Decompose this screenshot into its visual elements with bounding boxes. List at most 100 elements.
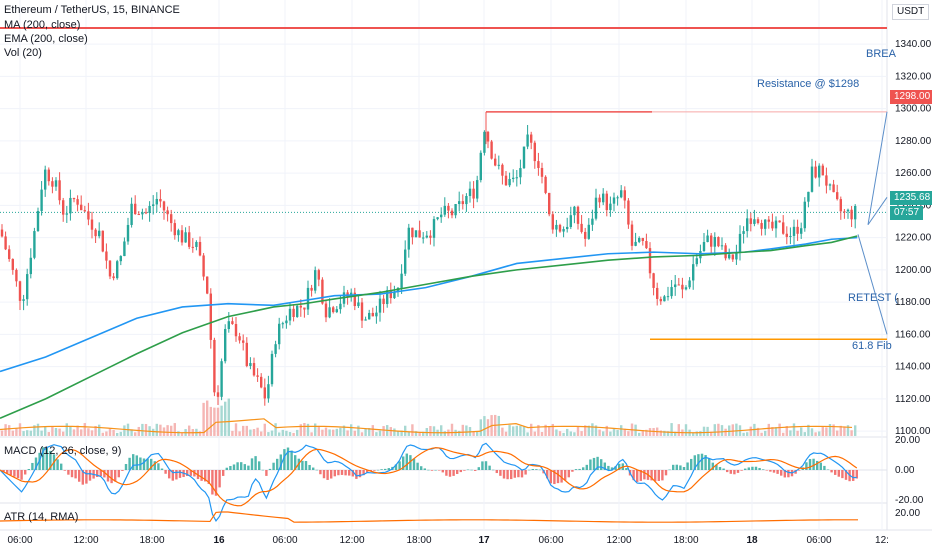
volume-bar (155, 423, 158, 436)
volume-bar (353, 430, 356, 436)
volume-bar (299, 424, 302, 436)
volume-bar (11, 430, 14, 436)
candle-body (839, 199, 842, 212)
y-axis: 1340.00 1320.00 1300.00 1280.00 1260.00 1240.… (895, 39, 932, 519)
candle-body (270, 353, 274, 385)
macd-histogram-bar (78, 470, 81, 482)
volume-bar (108, 428, 112, 436)
macd-histogram-bar (564, 470, 567, 481)
macd-histogram-bar (142, 458, 146, 470)
volume-bar (238, 431, 241, 436)
candle-body (432, 219, 436, 238)
macd-histogram-bar (268, 468, 272, 470)
volume-bar (310, 432, 313, 436)
candle-body (299, 305, 302, 308)
candle-body (317, 270, 320, 280)
candle-body (321, 279, 324, 304)
volume-bar (810, 428, 814, 436)
volume-bar (533, 431, 536, 436)
candle-body (695, 258, 698, 265)
candle-body (8, 249, 11, 260)
macd-histogram-bar (88, 470, 92, 481)
volume-bar (836, 430, 839, 436)
macd-histogram-bar (679, 465, 682, 470)
countdown-tag: 07:57 (890, 206, 924, 220)
macd-histogram-bar (607, 465, 610, 470)
volume-bar (141, 423, 144, 436)
volume-bar (188, 425, 191, 436)
candle-body (202, 255, 205, 277)
macd-histogram-bar (855, 470, 858, 479)
candle-body (796, 226, 799, 234)
macd-histogram-bar (780, 470, 783, 476)
candle-body (634, 241, 637, 246)
volume-bar (645, 429, 648, 436)
macd-histogram-bar (308, 464, 311, 470)
candle-body (238, 336, 241, 341)
x-axis: 06:00 12:00 18:00 16 06:00 12:00 18:00 17 06:00 1… (7, 535, 888, 546)
macd-histogram-bar (740, 470, 743, 471)
candle-body (713, 237, 716, 247)
candle-body (663, 296, 666, 302)
volume-bar (368, 427, 371, 436)
candle-body (141, 212, 144, 215)
volume-bar (40, 430, 43, 436)
candle-body (771, 221, 774, 229)
candle-body (389, 290, 392, 299)
volume-bar (479, 419, 482, 436)
macd-histogram-bar (330, 470, 333, 479)
candle-body (512, 177, 515, 179)
candle-body (846, 209, 850, 212)
candle-body (702, 242, 706, 252)
y-tick-label: 1300.00 (895, 104, 932, 115)
macd-histogram-bar (682, 467, 686, 470)
volume-bar (332, 429, 335, 436)
macd-histogram-bar (315, 469, 318, 471)
macd-histogram-bar (337, 470, 340, 476)
volume-bar (771, 427, 774, 436)
macd-histogram-bar (427, 469, 430, 471)
candle-body (735, 252, 738, 260)
volume-bar (29, 430, 32, 436)
candle-body (501, 164, 504, 176)
volume-bar (134, 432, 137, 436)
macd-histogram-bar (524, 470, 527, 475)
candle-body (753, 219, 756, 224)
macd-histogram-bar (9, 470, 12, 476)
macd-histogram-bar (67, 470, 70, 475)
macd-histogram-bar (837, 470, 840, 477)
volume-bar (396, 430, 400, 436)
macd-histogram-bar (765, 470, 768, 471)
macd-histogram-bar (312, 467, 315, 470)
currency-label[interactable]: USDT (892, 4, 930, 20)
candle-body (803, 201, 806, 229)
candle-body (18, 281, 22, 301)
candle-body (274, 344, 277, 354)
candle-body (792, 226, 796, 236)
volume-bar (177, 431, 180, 436)
volume-bar (598, 429, 601, 436)
candle-body (562, 229, 565, 232)
macd-histogram-bar (470, 469, 473, 471)
candle-body (515, 177, 518, 179)
macd-histogram-bar (13, 470, 16, 477)
volume-bar (717, 423, 720, 436)
candle-body (65, 213, 68, 215)
candle-body (544, 176, 547, 193)
candle-body (15, 269, 18, 282)
x-tick-label: 17 (478, 535, 490, 546)
candle-body (785, 233, 788, 237)
candle-body (458, 201, 461, 205)
macd-histogram-bar (726, 470, 729, 473)
volume-bar (328, 429, 331, 436)
volume-bar (130, 429, 133, 436)
candle-body (486, 131, 490, 142)
volume-bar (292, 432, 295, 436)
macd-histogram-bar (488, 465, 491, 470)
macd-line (0, 442, 857, 522)
candle-body (832, 184, 835, 193)
volume-bar (404, 425, 407, 436)
macd-histogram-bar (560, 470, 563, 483)
volume-bar (670, 423, 673, 436)
